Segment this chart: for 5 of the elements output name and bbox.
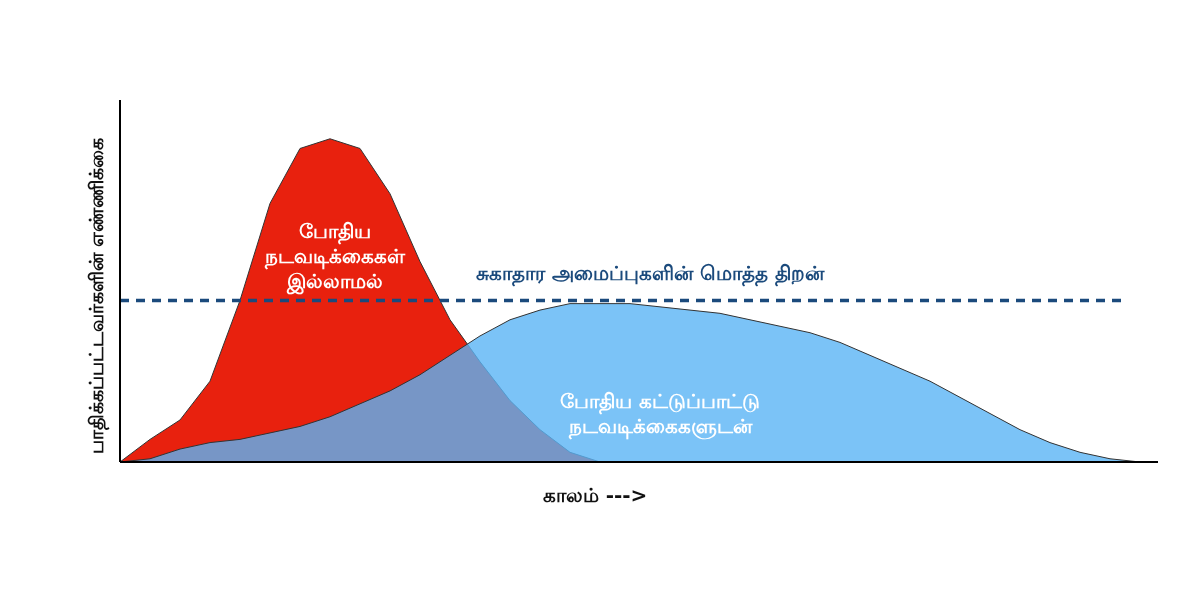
- y-axis-title: பாதிக்கப்பட்டவர்களின் எண்ணிக்கை: [85, 137, 110, 455]
- x-axis-title: காலம் --->: [542, 483, 648, 507]
- series-label: போதிய கட்டுப்பாட்டு நடவடிக்கைகளுடன்: [560, 389, 760, 441]
- series-label: போதிய நடவடிக்கைகள் இல்லாமல்: [264, 219, 406, 296]
- ref-line-label: சுகாதார அமைப்புகளின் மொத்த திறன்: [476, 261, 825, 288]
